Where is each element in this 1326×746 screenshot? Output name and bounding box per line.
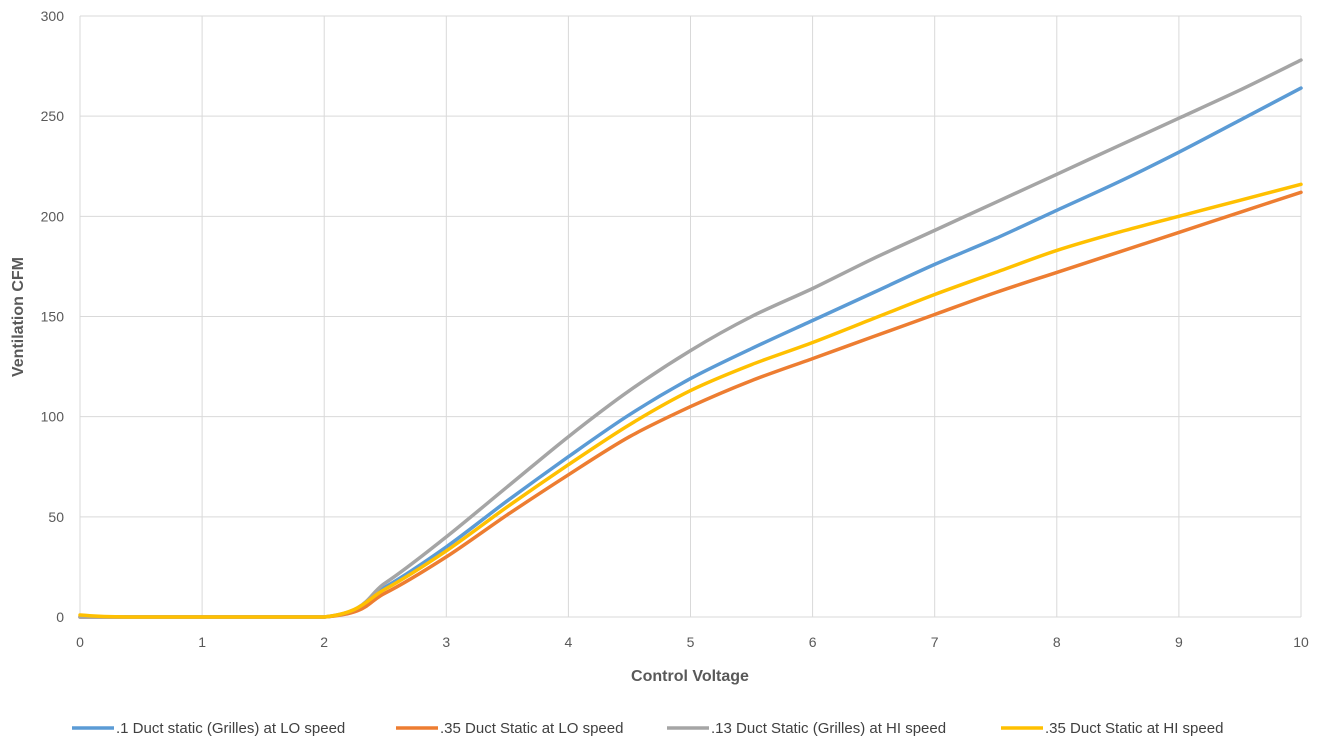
y-tick-label: 200 xyxy=(41,208,65,224)
series-line-4 xyxy=(78,182,1303,619)
y-tick-label: 50 xyxy=(48,509,64,525)
series-line-1 xyxy=(78,86,1303,619)
y-axis-title: Ventilation CFM xyxy=(10,257,27,377)
x-tick-label: 5 xyxy=(687,634,695,650)
legend-label-1: .1 Duct static (Grilles) at LO speed xyxy=(116,720,345,737)
series-lines xyxy=(78,58,1303,619)
x-tick-label: 7 xyxy=(931,634,939,650)
x-tick-label: 8 xyxy=(1053,634,1061,650)
x-tick-label: 10 xyxy=(1293,634,1309,650)
x-tick-label: 0 xyxy=(76,634,84,650)
y-tick-label: 150 xyxy=(41,309,65,325)
y-tick-label: 300 xyxy=(41,8,65,24)
x-tick-label: 9 xyxy=(1175,634,1183,650)
legend: .1 Duct static (Grilles) at LO speed .35 … xyxy=(72,720,1223,737)
x-tick-label: 3 xyxy=(442,634,450,650)
x-tick-label: 4 xyxy=(565,634,573,650)
series-line-3 xyxy=(78,58,1303,619)
y-axis-ticks: 0 50 100 150 200 250 300 xyxy=(41,8,65,625)
x-tick-label: 1 xyxy=(198,634,206,650)
y-tick-label: 100 xyxy=(41,409,65,425)
legend-label-2: .35 Duct Static at LO speed xyxy=(440,720,623,737)
x-axis-ticks: 0 1 2 3 4 5 6 7 8 9 10 xyxy=(76,634,1309,650)
x-axis-title: Control Voltage xyxy=(631,668,749,685)
y-tick-label: 250 xyxy=(41,108,65,124)
x-tick-label: 2 xyxy=(320,634,328,650)
y-tick-label: 0 xyxy=(56,609,64,625)
x-tick-label: 6 xyxy=(809,634,817,650)
series-line-2 xyxy=(78,190,1303,619)
legend-label-3: .13 Duct Static (Grilles) at HI speed xyxy=(711,720,946,737)
legend-label-4: .35 Duct Static at HI speed xyxy=(1045,720,1223,737)
gridlines xyxy=(79,15,1302,618)
